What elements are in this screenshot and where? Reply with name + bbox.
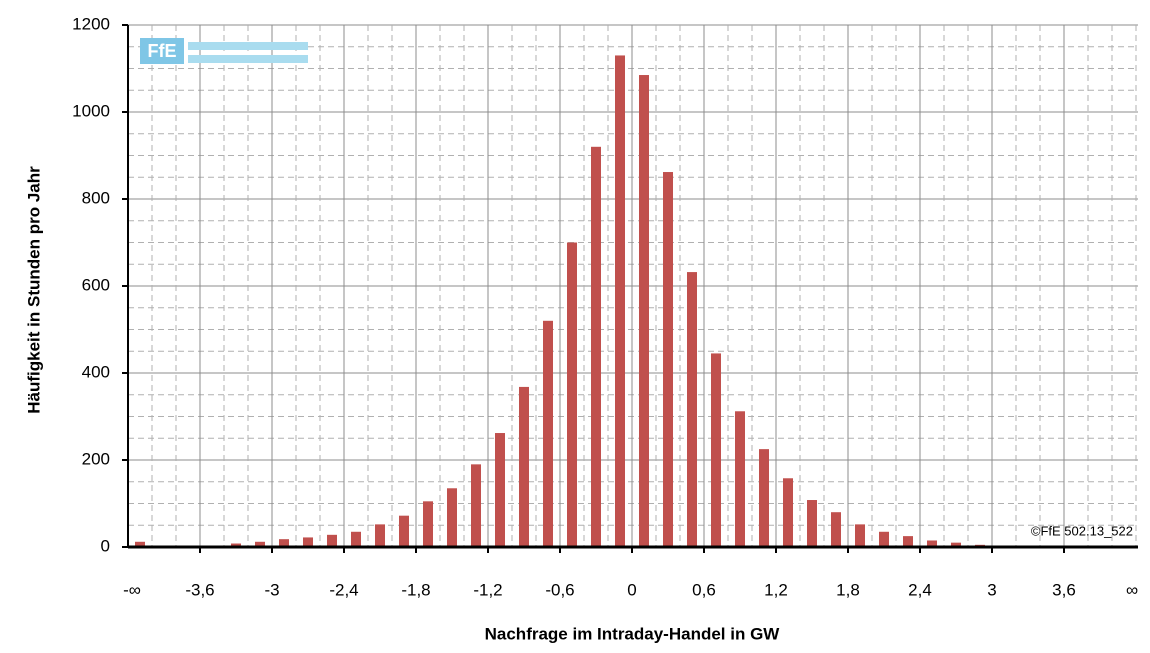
x-tick-label: -2,4: [329, 580, 358, 599]
logo-box: [140, 38, 184, 64]
bar: [423, 501, 433, 547]
y-axis-title: Häufigkeit in Stunden pro Jahr: [24, 166, 43, 414]
bar: [951, 542, 961, 547]
x-tick-label: -∞: [123, 580, 141, 599]
bar: [663, 172, 673, 547]
bar: [903, 536, 913, 547]
annotation: ©FfE 502.13_522: [1031, 523, 1133, 538]
bar: [711, 353, 721, 547]
bar: [735, 411, 745, 547]
bar: [807, 500, 817, 547]
x-tick-label: -1,2: [473, 580, 502, 599]
bar: [927, 540, 937, 547]
x-tick-label: -3: [264, 580, 279, 599]
x-tick-label: -0,6: [545, 580, 574, 599]
x-tick-label: 0,6: [692, 580, 716, 599]
y-tick-label: 1000: [72, 101, 110, 120]
bar: [879, 531, 889, 547]
x-tick-label: 0: [627, 580, 636, 599]
bar: [615, 55, 625, 547]
bar: [783, 478, 793, 547]
bar: [135, 541, 145, 547]
y-tick-label: 200: [82, 449, 110, 468]
bar: [831, 512, 841, 547]
x-axis-title: Nachfrage im Intraday-Handel in GW: [485, 624, 781, 643]
bar: [303, 537, 313, 547]
x-tick-label: 2,4: [908, 580, 932, 599]
bar: [471, 464, 481, 547]
bar: [519, 386, 529, 547]
x-tick-label: 1,2: [764, 580, 788, 599]
y-tick-label: 0: [101, 536, 110, 555]
grid: [128, 24, 1138, 548]
x-tick-label: 3: [987, 580, 996, 599]
bar: [231, 543, 241, 547]
bar: [255, 541, 265, 547]
y-tick-label: 600: [82, 275, 110, 294]
bar: [375, 524, 385, 547]
logo-line: [188, 42, 308, 50]
x-tick-label: -1,8: [401, 580, 430, 599]
bar: [447, 488, 457, 547]
y-tick-label: 800: [82, 188, 110, 207]
bar: [543, 320, 553, 547]
bar: [567, 242, 577, 547]
bar: [591, 146, 601, 548]
y-tick-label: 400: [82, 362, 110, 381]
bar: [495, 433, 505, 547]
bar: [687, 272, 697, 547]
bar: [351, 531, 361, 547]
bar: [327, 534, 337, 547]
x-tick-label: 1,8: [836, 580, 860, 599]
bar: [399, 515, 409, 547]
axes: 0 200 400 600 800 1000 1200 -3,6 -3 -2,4 -1,8 -1,2 -…: [72, 14, 1138, 599]
bar: [855, 524, 865, 547]
logo: FfE: [148, 41, 177, 61]
x-tick-label: -3,6: [185, 580, 214, 599]
bar: [279, 539, 289, 547]
logo-line: [188, 55, 308, 63]
x-tick-label: 3,6: [1052, 580, 1076, 599]
x-tick-label: ∞: [1126, 580, 1138, 599]
bar: [639, 75, 649, 548]
bars: [135, 55, 985, 548]
bar: [759, 449, 769, 547]
y-tick-label: 1200: [72, 14, 110, 33]
